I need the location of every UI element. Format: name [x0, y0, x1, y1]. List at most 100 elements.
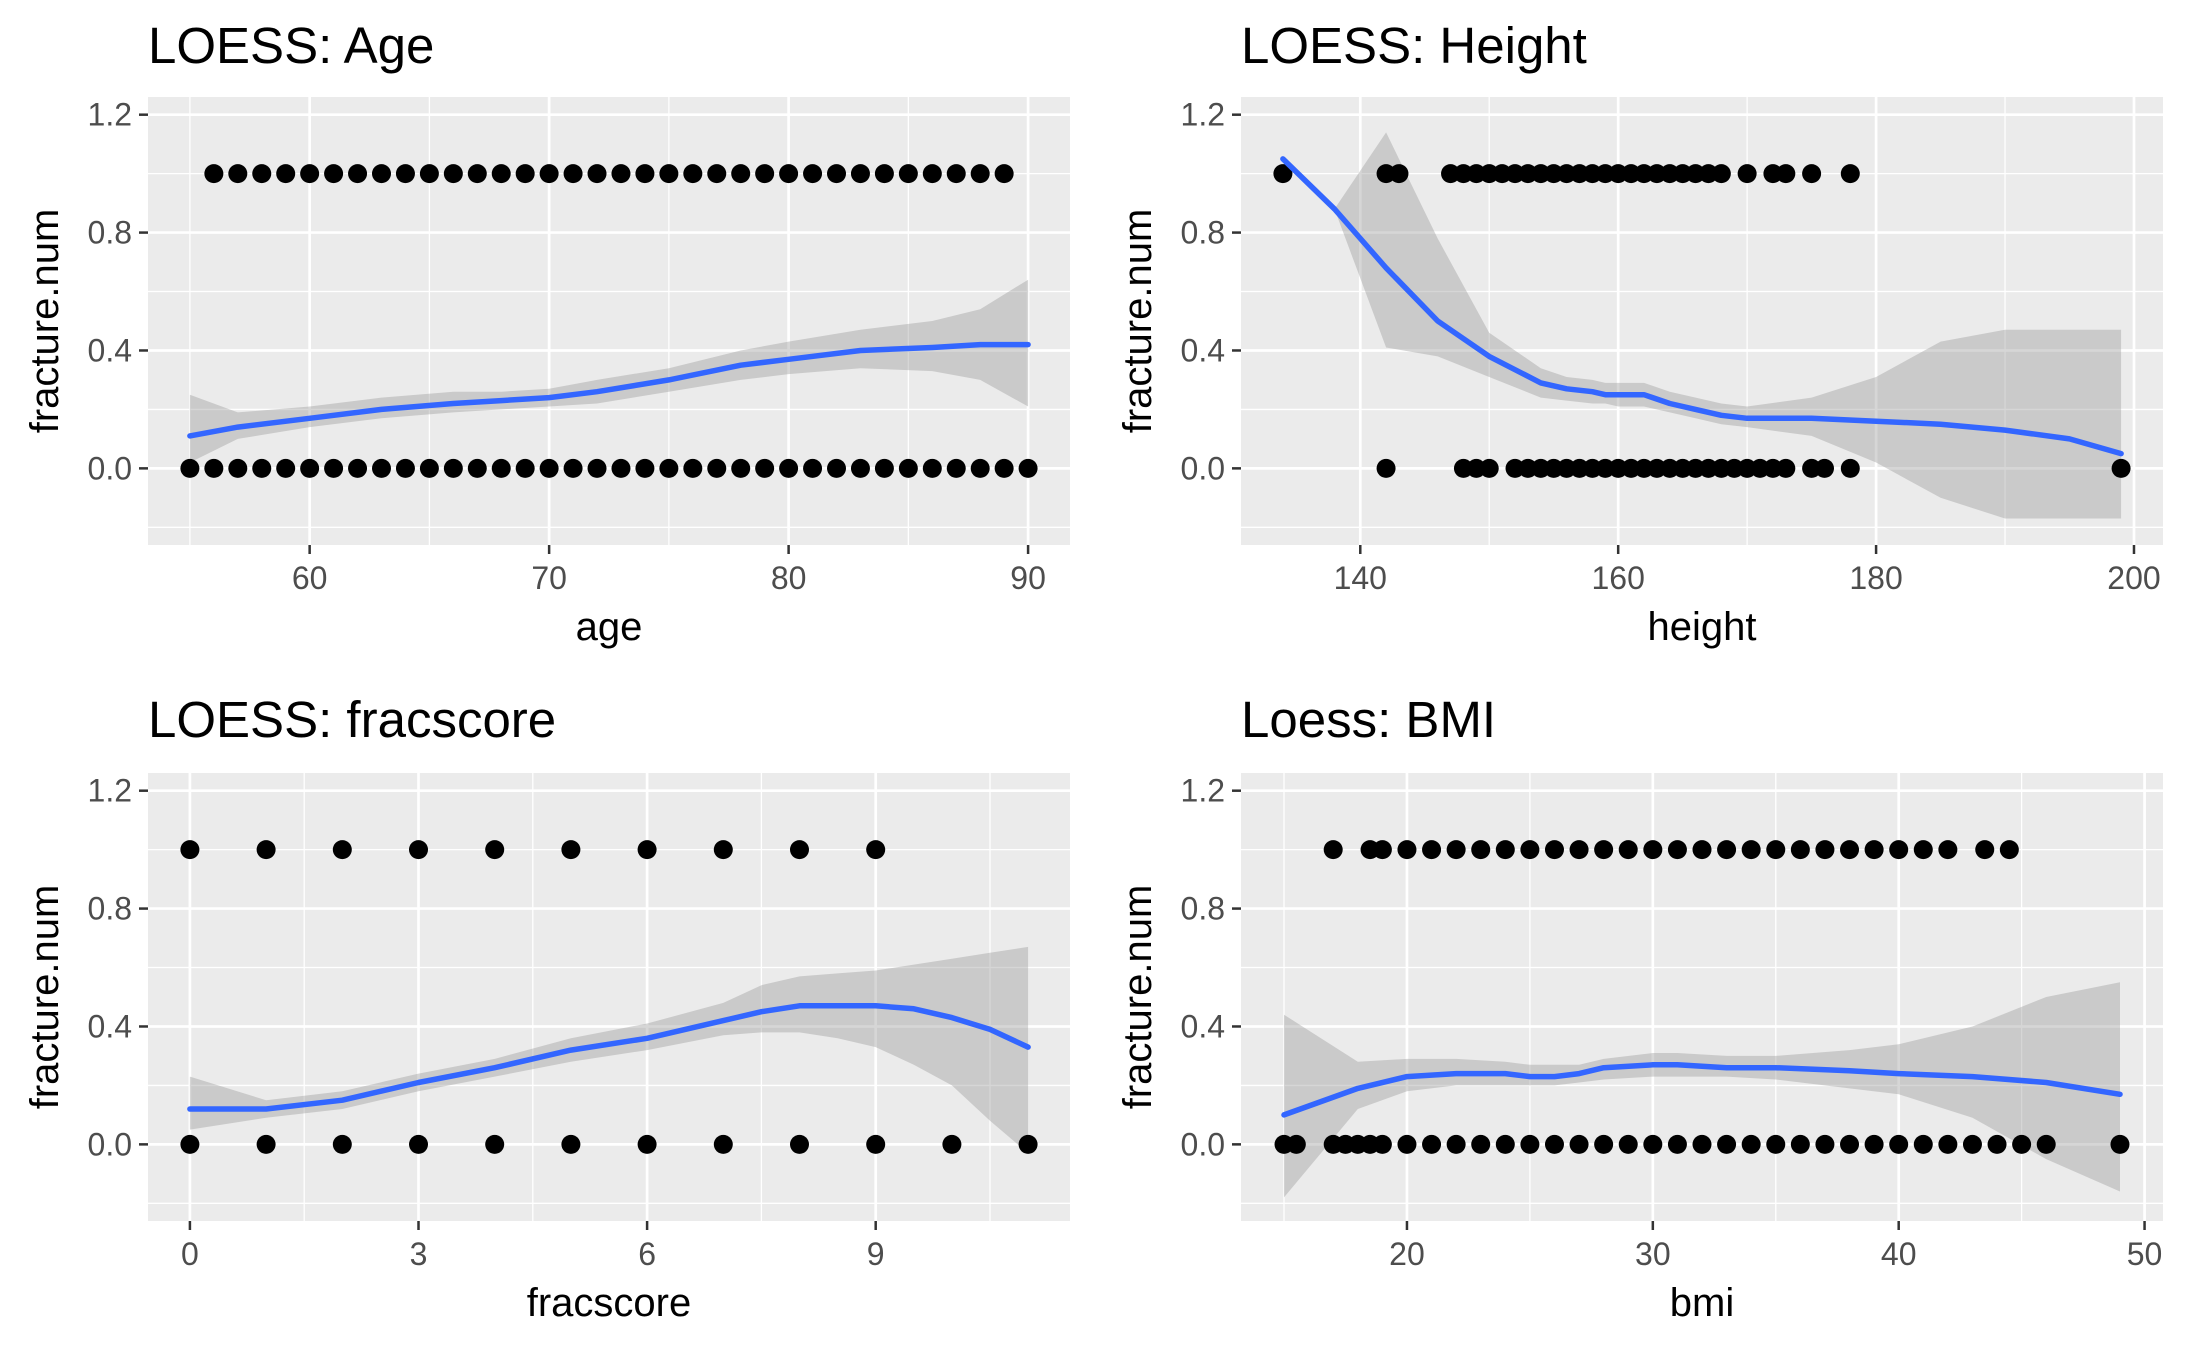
data-point: [2036, 1134, 2056, 1154]
chart-panel-2: 140 160 180 200 0.0 0.4 0.8 1.2 height fracture.n…: [1116, 17, 2163, 649]
y-tick-label: 0.0: [1181, 450, 1225, 486]
data-point: [942, 1134, 962, 1154]
x-tick-label: 20: [1389, 1236, 1425, 1272]
data-point: [1422, 1134, 1442, 1154]
data-point: [1273, 164, 1293, 184]
data-point: [443, 164, 463, 184]
data-point: [1711, 164, 1731, 184]
data-point: [1471, 840, 1491, 860]
panel-title: LOESS: Height: [1241, 17, 1587, 74]
data-point: [300, 458, 320, 478]
data-point: [611, 164, 631, 184]
data-point: [637, 1134, 657, 1154]
data-point: [1692, 1134, 1712, 1154]
x-axis-title: bmi: [1670, 1281, 1734, 1325]
x-tick-label: 90: [1010, 560, 1046, 596]
data-point: [1389, 164, 1409, 184]
data-point: [332, 840, 352, 860]
x-tick-label: 30: [1635, 1236, 1671, 1272]
y-tick-label: 0.0: [88, 450, 132, 486]
data-point: [1479, 458, 1499, 478]
data-point: [1840, 164, 1860, 184]
data-point: [1594, 840, 1614, 860]
data-point: [419, 164, 439, 184]
y-tick-label: 1.2: [88, 773, 132, 809]
data-point: [409, 1134, 429, 1154]
data-point: [443, 458, 463, 478]
data-point: [1376, 458, 1396, 478]
data-point: [1692, 840, 1712, 860]
data-point: [539, 164, 559, 184]
loess-line: [187, 341, 1031, 439]
data-point: [789, 840, 809, 860]
data-point: [827, 164, 847, 184]
y-axis-title: fracture.num: [1116, 885, 1160, 1110]
data-point: [1618, 840, 1638, 860]
data-point: [866, 1134, 886, 1154]
data-point: [1495, 840, 1515, 860]
data-point: [1397, 1134, 1417, 1154]
data-point: [1938, 840, 1958, 860]
data-point: [1323, 840, 1343, 860]
loess-line: [1280, 156, 2124, 457]
data-point: [874, 458, 894, 478]
data-point: [803, 458, 823, 478]
x-tick-label: 160: [1591, 560, 1644, 596]
data-point: [1544, 1134, 1564, 1154]
y-tick-label: 1.2: [1181, 773, 1225, 809]
data-point: [252, 164, 272, 184]
data-point: [485, 1134, 505, 1154]
confidence-band: [1284, 982, 2120, 1198]
data-point: [2012, 1134, 2032, 1154]
data-point: [850, 458, 870, 478]
data-point: [994, 164, 1014, 184]
data-point: [204, 164, 224, 184]
data-point: [994, 458, 1014, 478]
loess-line: [187, 1003, 1031, 1112]
data-point: [1776, 164, 1796, 184]
y-axis-title: fracture.num: [23, 885, 67, 1110]
data-point: [779, 458, 799, 478]
data-point: [1471, 1134, 1491, 1154]
data-point: [561, 1134, 581, 1154]
data-point: [1737, 164, 1757, 184]
x-tick-label: 70: [531, 560, 567, 596]
data-point: [611, 458, 631, 478]
data-point: [371, 458, 391, 478]
data-point: [659, 164, 679, 184]
data-point: [683, 458, 703, 478]
data-point: [1815, 458, 1835, 478]
data-point: [276, 164, 296, 184]
data-point: [563, 164, 583, 184]
confidence-band: [189, 946, 1029, 1154]
data-point: [731, 164, 751, 184]
data-point: [1569, 1134, 1589, 1154]
y-tick-label: 0.8: [1181, 891, 1225, 927]
data-point: [850, 164, 870, 184]
data-point: [491, 458, 511, 478]
data-point: [1999, 840, 2019, 860]
data-point: [276, 458, 296, 478]
panel-background: [148, 773, 1070, 1221]
data-point: [713, 840, 733, 860]
data-point: [707, 164, 727, 184]
y-axis-title: fracture.num: [23, 209, 67, 434]
data-point: [1815, 840, 1835, 860]
data-point: [180, 840, 200, 860]
data-point: [874, 164, 894, 184]
data-point: [1667, 840, 1687, 860]
confidence-band: [189, 279, 1029, 463]
data-point: [946, 164, 966, 184]
data-point: [2111, 458, 2131, 478]
x-axis-title: age: [576, 605, 643, 649]
data-point: [1520, 1134, 1540, 1154]
data-point: [731, 458, 751, 478]
panel-title: Loess: BMI: [1241, 691, 1496, 748]
data-point: [180, 458, 200, 478]
data-point: [348, 458, 368, 478]
data-point: [485, 840, 505, 860]
data-point: [789, 1134, 809, 1154]
data-point: [1446, 840, 1466, 860]
data-point: [946, 458, 966, 478]
